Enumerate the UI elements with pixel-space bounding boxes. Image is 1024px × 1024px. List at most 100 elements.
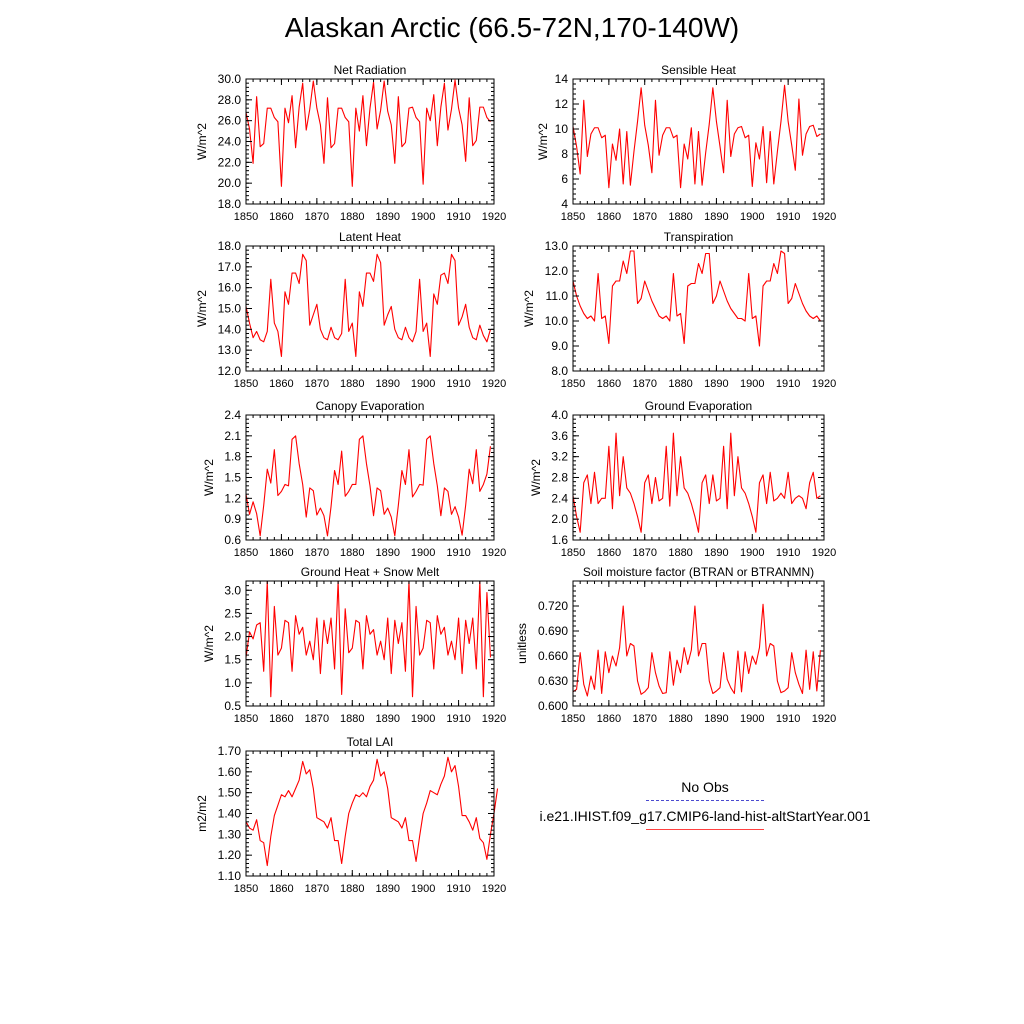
y-tick-label: 10 [555, 122, 569, 136]
y-tick-label: 0.5 [224, 699, 241, 713]
panel-2: 1850 1860 1870 1880 1890 1900 1910 1920 12.0 13.0… [195, 230, 506, 390]
y-tick-label: 22.0 [218, 155, 242, 169]
y-tick-label: 11.0 [546, 289, 569, 303]
y-tick-label: 2.4 [551, 491, 568, 505]
plot-frame [245, 414, 495, 541]
x-tick-label: 1910 [776, 713, 800, 725]
y-axis-label: W/m^2 [195, 290, 209, 327]
x-tick-label: 1900 [740, 211, 764, 223]
y-tick-label: 16.0 [218, 281, 242, 295]
y-tick-label: 2.0 [224, 630, 241, 644]
y-tick-label: 1.40 [218, 807, 242, 821]
series-line-0 [245, 580, 492, 698]
y-tick-label: 4 [561, 197, 568, 211]
series-line-0 [245, 79, 491, 187]
panel-title: Ground Evaporation [645, 399, 752, 413]
y-tick-label: 13.0 [218, 343, 242, 357]
legend-model-swatch [646, 829, 764, 830]
x-tick-label: 1900 [411, 547, 435, 559]
y-tick-label: 4.0 [551, 408, 568, 422]
y-tick-label: 10.0 [545, 314, 569, 328]
x-tick-label: 1920 [482, 883, 506, 895]
x-tick-label: 1870 [632, 378, 656, 390]
x-tick-label: 1870 [305, 883, 329, 895]
y-tick-label: 1.5 [224, 471, 241, 485]
y-tick-label: 18.0 [218, 197, 242, 211]
x-tick-label: 1900 [411, 883, 435, 895]
x-tick-label: 1880 [340, 547, 364, 559]
x-tick-label: 1870 [632, 713, 656, 725]
x-tick-label: 1890 [704, 713, 728, 725]
x-tick-label: 1900 [740, 713, 764, 725]
series-line-0 [572, 432, 821, 533]
y-tick-label: 6 [561, 172, 568, 186]
y-tick-label: 0.690 [538, 624, 568, 638]
y-axis-label: W/m^2 [522, 290, 536, 327]
y-tick-label: 3.6 [551, 429, 568, 443]
x-tick-label: 1860 [269, 378, 293, 390]
y-tick-label: 2.4 [224, 408, 241, 422]
x-tick-label: 1880 [340, 713, 364, 725]
x-tick-label: 1920 [482, 547, 506, 559]
panel-0: 1850 1860 1870 1880 1890 1900 1910 1920 18.0 20.0… [195, 63, 506, 223]
x-tick-label: 1910 [446, 713, 470, 725]
plot-frame [572, 580, 825, 707]
y-tick-label: 1.30 [218, 827, 242, 841]
y-tick-label: 3.0 [224, 583, 241, 597]
y-tick-label: 26.0 [218, 114, 242, 128]
x-tick-label: 1890 [375, 547, 399, 559]
x-tick-label: 1880 [668, 547, 692, 559]
x-tick-label: 1880 [668, 211, 692, 223]
legend-model-label: i.e21.IHIST.f09_g17.CMIP6-land-hist-altS… [539, 808, 871, 824]
legend-obs-swatch [646, 800, 764, 801]
panel-7: 1850 1860 1870 1880 1890 1900 1910 1920 0.600 0.6… [515, 565, 836, 725]
plot-frame [572, 245, 825, 372]
panel-title: Sensible Heat [661, 63, 736, 77]
x-tick-label: 1900 [411, 211, 435, 223]
y-tick-label: 8.0 [551, 364, 568, 378]
y-tick-label: 0.720 [538, 599, 568, 613]
plot-frame [245, 245, 495, 372]
x-tick-label: 1920 [812, 211, 836, 223]
x-tick-label: 1860 [269, 547, 293, 559]
x-tick-label: 1910 [776, 211, 800, 223]
x-tick-label: 1850 [234, 713, 258, 725]
y-tick-label: 1.20 [218, 848, 242, 862]
y-tick-label: 18.0 [218, 239, 242, 253]
x-tick-label: 1860 [269, 883, 293, 895]
y-tick-label: 12.0 [545, 264, 569, 278]
panel-title: Net Radiation [334, 63, 407, 77]
y-axis-label: W/m^2 [529, 459, 543, 496]
y-tick-label: 30.0 [218, 72, 242, 86]
y-tick-label: 12.0 [218, 364, 242, 378]
y-tick-label: 14 [555, 72, 569, 86]
y-axis-label: W/m^2 [195, 123, 209, 160]
x-tick-label: 1900 [740, 378, 764, 390]
x-tick-label: 1910 [446, 378, 470, 390]
y-tick-label: 0.600 [538, 699, 568, 713]
panel-3: 1850 1860 1870 1880 1890 1900 1910 1920 8.0 9.0 10… [522, 230, 836, 390]
y-tick-label: 1.6 [551, 533, 568, 547]
x-tick-label: 1860 [597, 378, 621, 390]
y-tick-label: 17.0 [218, 260, 242, 274]
x-tick-label: 1920 [482, 211, 506, 223]
y-tick-label: 8 [561, 147, 568, 161]
series-line-0 [572, 250, 821, 347]
x-tick-label: 1910 [446, 211, 470, 223]
y-tick-label: 2.1 [224, 429, 241, 443]
panel-title: Total LAI [347, 735, 394, 749]
x-tick-label: 1900 [740, 547, 764, 559]
y-tick-label: 3.2 [551, 450, 568, 464]
series-line-0 [245, 435, 492, 537]
x-tick-label: 1920 [812, 713, 836, 725]
x-tick-label: 1880 [340, 211, 364, 223]
legend: No Obs i.e21.IHIST.f09_g17.CMIP6-land-hi… [520, 778, 890, 836]
y-tick-label: 1.50 [218, 786, 242, 800]
x-tick-label: 1900 [411, 378, 435, 390]
x-tick-label: 1860 [597, 211, 621, 223]
y-tick-label: 1.0 [224, 676, 241, 690]
x-tick-label: 1870 [632, 211, 656, 223]
x-tick-label: 1910 [446, 547, 470, 559]
y-tick-label: 1.8 [224, 450, 241, 464]
